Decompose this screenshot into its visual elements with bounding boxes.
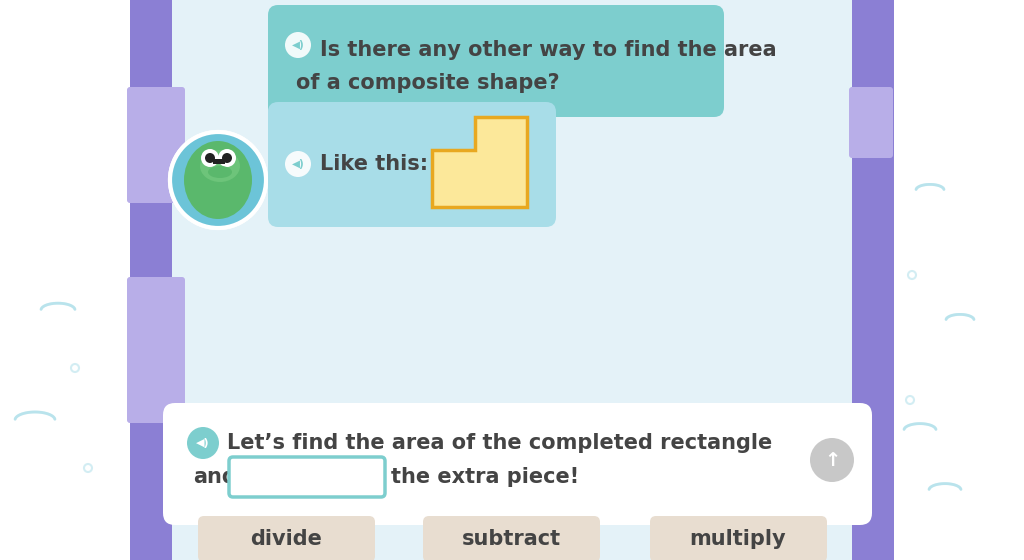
Polygon shape (432, 117, 527, 207)
Text: Is there any other way to find the area: Is there any other way to find the area (319, 40, 776, 60)
Text: ◀): ◀) (197, 438, 210, 448)
FancyBboxPatch shape (198, 516, 375, 560)
FancyBboxPatch shape (650, 516, 827, 560)
Circle shape (810, 438, 854, 482)
FancyBboxPatch shape (163, 403, 872, 525)
Text: ↑: ↑ (824, 450, 840, 469)
Text: and: and (193, 467, 237, 487)
FancyBboxPatch shape (268, 5, 724, 117)
Ellipse shape (200, 150, 240, 182)
FancyBboxPatch shape (849, 87, 893, 158)
Text: multiply: multiply (690, 529, 786, 549)
FancyBboxPatch shape (229, 457, 385, 497)
FancyBboxPatch shape (894, 0, 1024, 560)
FancyBboxPatch shape (423, 516, 600, 560)
Circle shape (187, 427, 219, 459)
Circle shape (205, 153, 215, 163)
Circle shape (170, 132, 266, 228)
Circle shape (285, 151, 311, 177)
Text: ◀): ◀) (292, 159, 304, 169)
FancyBboxPatch shape (852, 0, 894, 560)
Circle shape (285, 32, 311, 58)
Text: of a composite shape?: of a composite shape? (296, 73, 560, 93)
Circle shape (201, 149, 219, 167)
FancyBboxPatch shape (130, 0, 172, 560)
Circle shape (170, 132, 266, 228)
Circle shape (222, 153, 232, 163)
Text: Like this:: Like this: (319, 154, 428, 174)
FancyBboxPatch shape (127, 87, 185, 203)
Text: divide: divide (250, 529, 322, 549)
FancyBboxPatch shape (0, 0, 130, 560)
FancyBboxPatch shape (127, 277, 185, 423)
Text: ◀): ◀) (292, 40, 304, 50)
Text: the extra piece!: the extra piece! (391, 467, 580, 487)
Text: Let’s find the area of the completed rectangle: Let’s find the area of the completed rec… (227, 433, 772, 453)
FancyBboxPatch shape (213, 159, 225, 164)
FancyBboxPatch shape (268, 102, 556, 227)
Text: subtract: subtract (462, 529, 560, 549)
Circle shape (218, 149, 236, 167)
Ellipse shape (184, 141, 252, 219)
Ellipse shape (208, 166, 232, 178)
FancyBboxPatch shape (130, 0, 894, 560)
